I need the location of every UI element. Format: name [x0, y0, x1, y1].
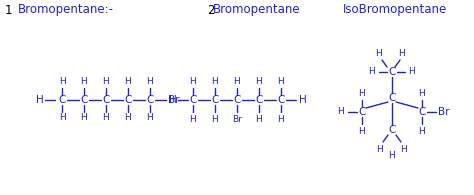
Text: H: H: [190, 76, 196, 85]
Text: H: H: [369, 67, 375, 76]
Text: H: H: [234, 76, 240, 85]
Text: H: H: [278, 76, 284, 85]
Text: H: H: [211, 114, 219, 123]
Text: C: C: [233, 95, 241, 105]
Text: H: H: [359, 89, 365, 98]
Text: C: C: [277, 95, 285, 105]
Text: H: H: [81, 77, 87, 87]
Text: H: H: [146, 77, 154, 87]
Text: C: C: [58, 95, 66, 105]
Text: 2: 2: [207, 4, 215, 17]
Text: C: C: [358, 107, 365, 117]
Text: Bromopentane:-: Bromopentane:-: [18, 4, 114, 17]
Text: C: C: [80, 95, 88, 105]
Text: H: H: [359, 127, 365, 136]
Text: C: C: [388, 67, 396, 77]
Text: H: H: [255, 114, 263, 123]
Text: H: H: [399, 49, 405, 58]
Text: Bromopentane: Bromopentane: [213, 4, 301, 17]
Text: H: H: [81, 113, 87, 122]
Text: H: H: [278, 114, 284, 123]
Text: C: C: [211, 95, 219, 105]
Text: H: H: [401, 144, 407, 153]
Text: IsoBromopentane: IsoBromopentane: [343, 4, 447, 17]
Text: H: H: [377, 144, 383, 153]
Text: C: C: [388, 125, 396, 135]
Text: H: H: [103, 113, 109, 122]
Text: C: C: [388, 93, 396, 103]
Text: H: H: [255, 76, 263, 85]
Text: C: C: [189, 95, 197, 105]
Text: C: C: [146, 95, 154, 105]
Text: H: H: [146, 113, 154, 122]
Text: H: H: [103, 77, 109, 87]
Text: H: H: [36, 95, 44, 105]
Text: H: H: [125, 113, 131, 122]
Text: H: H: [59, 77, 65, 87]
Text: H: H: [59, 113, 65, 122]
Text: Br: Br: [438, 107, 450, 117]
Text: C: C: [102, 95, 109, 105]
Text: H: H: [125, 77, 131, 87]
Text: 1: 1: [5, 4, 16, 17]
Text: H: H: [169, 95, 177, 105]
Text: C: C: [419, 107, 426, 117]
Text: Br: Br: [232, 114, 242, 123]
Text: C: C: [124, 95, 132, 105]
Text: H: H: [190, 114, 196, 123]
Text: C: C: [255, 95, 263, 105]
Text: H: H: [389, 152, 395, 160]
Text: H: H: [211, 76, 219, 85]
Text: H: H: [409, 67, 415, 76]
Text: H: H: [337, 107, 345, 116]
Text: H: H: [419, 89, 425, 98]
Text: H: H: [375, 49, 383, 58]
Text: H: H: [299, 95, 307, 105]
Text: Br: Br: [168, 95, 180, 105]
Text: H: H: [419, 127, 425, 136]
